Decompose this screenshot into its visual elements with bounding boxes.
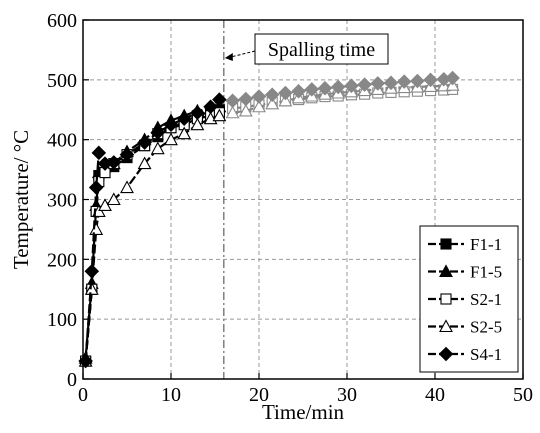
data-point [106,192,121,206]
series-s4-1 [78,70,460,369]
data-point [357,77,372,92]
data-point [203,99,218,115]
legend-box [419,225,519,373]
data-point [304,82,320,97]
data-point [89,222,104,235]
legend-marker [438,346,454,362]
legend-item: F1-5 [428,263,502,282]
data-point [163,117,179,132]
legend-label: S2-1 [470,290,502,309]
series-layer [78,70,460,369]
data-point [264,87,280,103]
data-point [177,126,192,140]
data-point [265,96,280,110]
annotation-arrow [230,50,256,58]
x-tick-label: 30 [337,384,357,406]
y-tick-label: 500 [47,70,77,92]
legend-marker [439,264,453,278]
annotation-arrowhead [224,53,233,61]
x-tick-label: 40 [425,384,445,406]
data-point [91,145,107,161]
data-point [278,85,293,101]
legend-marker [439,319,453,333]
annotation-text: Spalling time [268,39,375,61]
y-axis-title: Temperature/ °C [9,130,33,269]
data-point [370,76,386,91]
data-point [330,79,346,95]
series-s2-1 [80,83,459,367]
data-point [106,155,122,170]
data-point [212,108,227,122]
data-point [119,147,135,162]
data-point [383,75,399,91]
data-point [84,282,99,295]
data-point [190,117,205,131]
legend-item: S2-5 [428,318,502,337]
legend-marker [440,293,452,305]
y-tick-label: 200 [47,249,77,271]
data-point [190,105,205,121]
series-f1-1 [80,104,225,367]
legend-label: F1-5 [470,263,502,282]
series-line-before [84,105,220,359]
data-point [396,74,412,89]
data-point [238,103,253,117]
data-point [445,70,460,86]
data-point [238,91,254,107]
data-point [251,89,267,104]
data-point [344,78,359,94]
series-line-before [84,108,220,362]
x-axis-title: Time/min [262,400,345,424]
data-point [84,264,100,279]
series-s2-5 [78,78,460,367]
data-point [150,125,166,140]
series-line-before [84,111,220,362]
data-point [225,105,240,119]
y-tick-label: 0 [67,369,77,391]
annotation-box [254,33,389,65]
data-point [423,72,438,88]
legend-label: F1-1 [470,235,502,254]
legend-item: S2-1 [428,290,502,309]
legend-label: S4-1 [470,345,502,364]
y-tick-label: 100 [47,309,77,331]
y-tick-label: 600 [47,10,77,32]
data-point [137,135,152,150]
data-point [164,132,178,146]
x-tick-label: 20 [249,384,269,406]
data-point [120,180,134,194]
data-point [137,156,152,170]
data-point [176,111,192,127]
legend-item: F1-1 [428,235,502,254]
data-point [88,180,104,195]
x-tick-label: 50 [513,384,533,406]
data-point [278,93,293,107]
legend: F1-1 F1-5 S2-1 S2-5 S4-1 [419,225,519,373]
data-point [410,73,425,89]
x-tick-label: 0 [78,384,88,406]
y-tick-label: 300 [47,190,77,212]
x-tick-label: 10 [161,384,181,406]
data-point [150,141,165,155]
data-point [291,83,306,99]
legend-item: S4-1 [428,345,502,364]
legend-marker [440,238,452,250]
data-point [225,93,240,109]
data-point [252,99,266,113]
data-point [212,92,227,107]
legend-label: S2-5 [470,318,502,337]
spalling-annotation: Spalling time [223,20,389,379]
data-point [317,80,333,96]
y-tick-label: 400 [47,130,77,152]
